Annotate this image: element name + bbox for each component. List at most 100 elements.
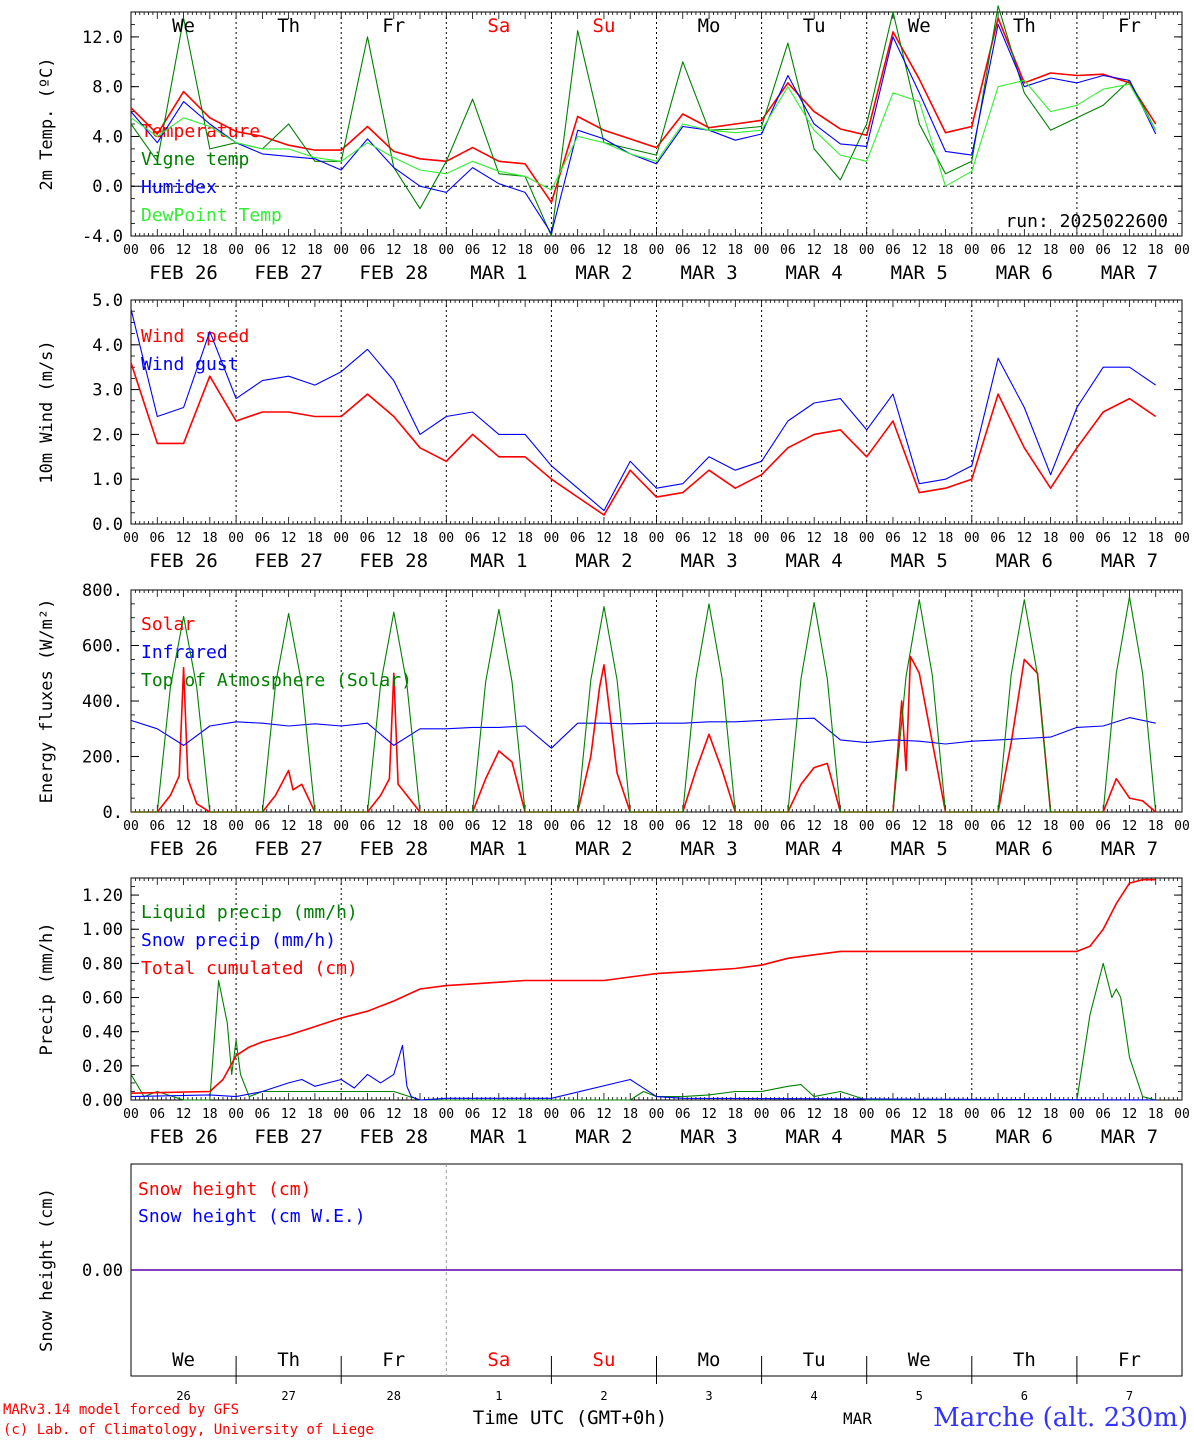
y-axis-label: 10m Wind (m/s): [37, 340, 57, 483]
hour-label: 06: [885, 819, 901, 834]
hour-label: 06: [675, 243, 691, 258]
hour-label: 12: [911, 243, 927, 258]
y-axis-label: Energy fluxes (W/m²): [37, 599, 57, 804]
hour-label: 00: [123, 1107, 139, 1122]
date-label: MAR 1: [470, 262, 527, 284]
hour-label: 18: [1148, 819, 1164, 834]
hour-label: 06: [255, 243, 271, 258]
hour-label: 12: [281, 819, 297, 834]
hour-label: 12: [281, 1107, 297, 1122]
series-line-3: [130, 878, 1156, 1094]
day-name-bottom: Mo: [698, 1349, 721, 1371]
y-axis-label: Precip (mm/h): [37, 922, 57, 1055]
day-name: Fr: [1118, 15, 1141, 37]
hour-label: 12: [701, 243, 717, 258]
month-label: MAR: [843, 1409, 872, 1428]
date-label: MAR 7: [1101, 1126, 1158, 1148]
date-label: FEB 28: [359, 1126, 428, 1148]
hour-label: 00: [964, 243, 980, 258]
day-number: 2: [600, 1389, 607, 1403]
legend-entry: DewPoint Temp: [141, 205, 282, 226]
day-name: Th: [1013, 15, 1036, 37]
y-tick-label: 0.80: [82, 954, 123, 974]
hour-label: 12: [1017, 819, 1033, 834]
legend-entry: Vigne temp: [141, 149, 249, 170]
hour-label: 12: [911, 1107, 927, 1122]
date-label: MAR 3: [680, 550, 737, 572]
series-line-1: [130, 962, 1156, 1101]
legend-entry: Infrared: [141, 642, 228, 663]
hour-label: 18: [1043, 243, 1059, 258]
hour-label: 18: [202, 819, 218, 834]
hour-label: 00: [544, 531, 560, 546]
hour-label: 06: [990, 819, 1006, 834]
hour-label: 00: [859, 243, 875, 258]
date-label: MAR 4: [786, 262, 843, 284]
hour-label: 06: [990, 243, 1006, 258]
y-tick-label: 0.0: [92, 177, 123, 197]
hour-label: 06: [570, 531, 586, 546]
hour-label: 12: [491, 1107, 507, 1122]
hour-label: 06: [255, 1107, 271, 1122]
hour-label: 12: [1017, 531, 1033, 546]
hour-label: 18: [202, 531, 218, 546]
hour-label: 06: [675, 531, 691, 546]
series-line-2: [130, 5, 1157, 237]
hour-label: 06: [465, 531, 481, 546]
panel-4: 0.00 0.20 0.40 0.60 0.80 1.00 1.20 Precip (mm/h…: [37, 877, 1190, 1148]
hour-label: 12: [176, 819, 192, 834]
hour-label: 00: [754, 819, 770, 834]
hour-label: 00: [438, 243, 454, 258]
day-name: Su: [593, 15, 616, 37]
day-number: 1: [495, 1389, 502, 1403]
legend-entry: Snow height (cm W.E.): [138, 1206, 366, 1227]
hour-label: 06: [360, 531, 376, 546]
y-tick-label: 2.0: [92, 425, 123, 445]
hour-label: 00: [333, 1107, 349, 1122]
hour-label: 00: [754, 1107, 770, 1122]
y-axis-label: 2m Temp. (ºC): [37, 57, 57, 190]
date-label: MAR 1: [470, 838, 527, 860]
hour-label: 00: [859, 1107, 875, 1122]
hour-label: 00: [123, 243, 139, 258]
panel-5: 0.00 Snow height (cm) Snow height (cm) Snow…: [37, 1163, 1183, 1384]
hour-label: 18: [622, 1107, 638, 1122]
hour-label: 18: [938, 243, 954, 258]
day-name-bottom: We: [172, 1349, 195, 1371]
date-label: FEB 28: [359, 550, 428, 572]
credit-line-1: MARv3.14 model forced by GFS: [3, 1402, 239, 1418]
series-line-2: [130, 1044, 1156, 1101]
hour-label: 12: [386, 531, 402, 546]
date-label: FEB 26: [149, 838, 218, 860]
hour-label: 06: [885, 1107, 901, 1122]
hour-label: 06: [1095, 531, 1111, 546]
panel-2: 0.0 1.0 2.0 3.0 4.0 5.0 10m Wind (m/s) Wind spe…: [37, 291, 1190, 572]
hour-label: 18: [833, 243, 849, 258]
hour-label: 06: [885, 243, 901, 258]
y-tick-label: 800.: [82, 581, 123, 601]
hour-label: 00: [859, 819, 875, 834]
legend-entry: Temperature: [141, 121, 260, 142]
y-tick-label: -4.0: [82, 227, 123, 247]
run-label: run: 2025022600: [1005, 211, 1168, 232]
hour-label: 06: [465, 243, 481, 258]
y-tick-label: 0.40: [82, 1023, 123, 1043]
hour-label: 12: [491, 243, 507, 258]
hour-label: 18: [517, 531, 533, 546]
hour-label: 00: [1069, 531, 1085, 546]
date-label: MAR 5: [891, 1126, 948, 1148]
hour-label: 00: [1174, 531, 1190, 546]
date-label: MAR 6: [996, 1126, 1053, 1148]
hour-label: 12: [1122, 1107, 1138, 1122]
hour-label: 18: [622, 243, 638, 258]
hour-label: 00: [228, 1107, 244, 1122]
date-label: MAR 5: [891, 550, 948, 572]
date-label: FEB 27: [254, 262, 323, 284]
legend-entry: Top of Atmosphere (Solar): [141, 670, 412, 691]
day-number: 6: [1021, 1389, 1028, 1403]
legend-entry: Snow precip (mm/h): [141, 930, 336, 951]
day-name: Sa: [487, 15, 510, 37]
hour-label: 06: [255, 531, 271, 546]
date-label: FEB 26: [149, 1126, 218, 1148]
y-tick-label: 0.00: [82, 1261, 123, 1281]
